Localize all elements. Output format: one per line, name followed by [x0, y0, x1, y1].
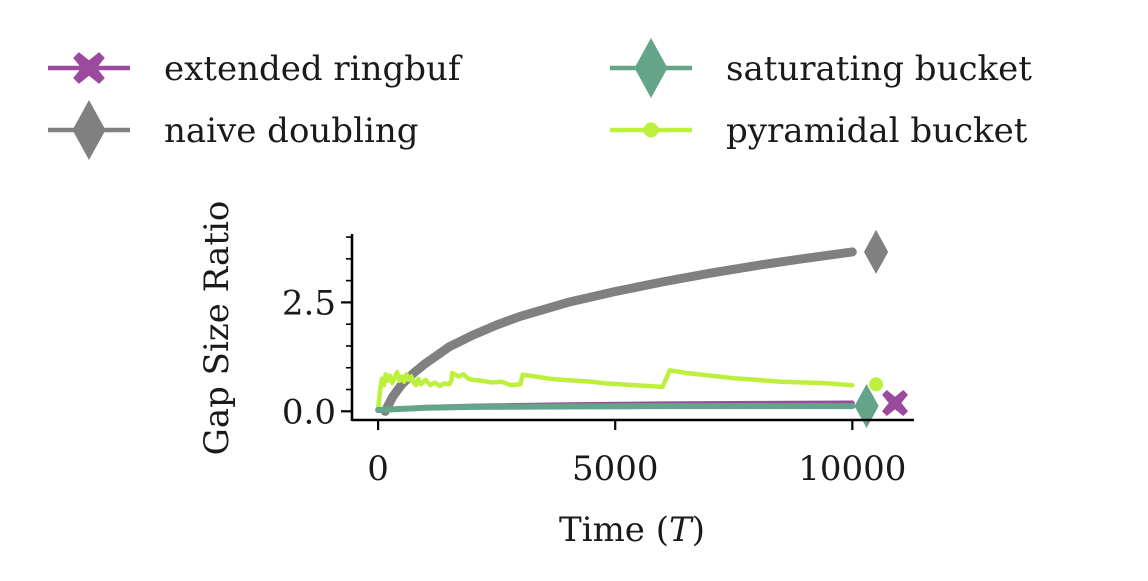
- series-line-pyramidal-bucket: [375, 368, 855, 412]
- y-tick-label: 0.0: [282, 392, 336, 432]
- legend-marker: [634, 38, 668, 98]
- x-ticks: 0 5000 10000: [367, 420, 906, 489]
- legend-item-pyramidal-bucket: pyramidal bucket: [610, 111, 1028, 151]
- x-axis-label-prefix: Time (: [559, 510, 669, 550]
- plot-area: 0 5000 10000 0.0 2.5: [282, 229, 914, 489]
- x-tick-label: 5000: [572, 449, 659, 489]
- y-ticks: 0.0 2.5: [282, 236, 352, 432]
- legend-label: naive doubling: [164, 111, 419, 151]
- series-lines: [375, 247, 857, 416]
- series-line-naive-doubling: [380, 247, 857, 416]
- legend: extended ringbuf naive doubling saturating…: [48, 38, 1032, 160]
- legend-item-extended-ringbuf: extended ringbuf: [48, 49, 463, 89]
- legend-item-naive-doubling: naive doubling: [48, 100, 419, 160]
- legend-label: extended ringbuf: [164, 49, 463, 89]
- legend-label: pyramidal bucket: [726, 111, 1028, 151]
- x-tick-label: 0: [367, 449, 389, 489]
- legend-marker: [73, 52, 105, 84]
- y-axis-label: Gap Size Ratio: [197, 201, 237, 456]
- end-marker-extended-ringbuf: [882, 390, 908, 416]
- end-marker-pyramidal-bucket: [869, 377, 884, 392]
- x-axis-label-symbol: T: [669, 510, 694, 550]
- legend-label: saturating bucket: [726, 49, 1032, 89]
- end-markers: [854, 229, 908, 429]
- x-tick-label: 10000: [798, 449, 906, 489]
- end-marker-naive-doubling: [863, 229, 889, 274]
- x-axis-label: Time (T): [559, 510, 705, 550]
- series-line-saturating-bucket: [375, 403, 856, 413]
- legend-marker: [72, 100, 106, 160]
- end-marker-saturating-bucket: [854, 384, 879, 429]
- legend-item-saturating-bucket: saturating bucket: [610, 38, 1032, 98]
- legend-marker: [643, 122, 659, 138]
- y-tick-label: 2.5: [282, 283, 336, 323]
- x-axis-label-suffix: ): [692, 510, 705, 550]
